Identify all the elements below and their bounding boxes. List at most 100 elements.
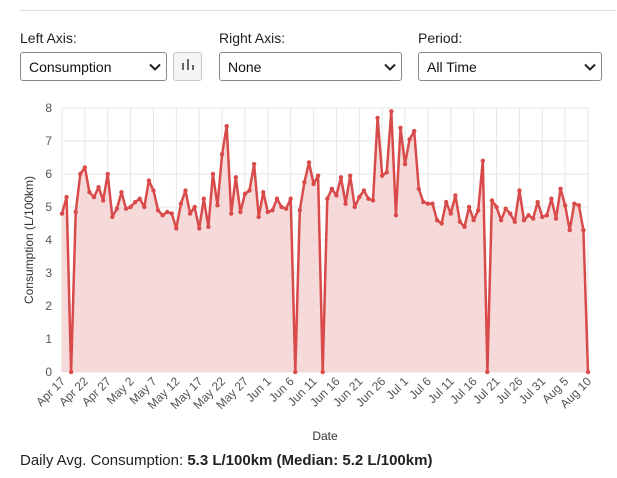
data-point [535,199,540,205]
data-point [462,224,467,229]
data-point [320,369,325,375]
data-point [530,216,536,221]
data-point [562,203,568,208]
data-point [375,115,380,121]
data-point [361,188,367,193]
data-point [110,214,115,220]
data-point [402,161,408,167]
data-point [128,204,133,210]
y-axis-ticks: 0 1 2 3 4 5 6 7 8 [45,101,52,379]
data-point [366,196,371,201]
data-point [306,160,312,165]
data-point [407,137,412,142]
data-point [178,201,184,206]
data-point [279,204,284,210]
median-open: (Median: [276,452,339,469]
data-point [302,180,307,185]
data-point [521,218,527,223]
data-point [343,201,348,206]
data-point [558,186,563,192]
data-point [347,173,353,178]
data-point [229,211,234,216]
data-point [247,188,252,193]
data-point [142,204,147,210]
data-point [297,208,303,213]
data-point [146,178,152,183]
data-point [311,181,316,187]
data-point [78,171,83,177]
right-axis-value: None [228,58,262,75]
data-point [73,209,78,215]
data-point [233,175,239,180]
data-point [444,199,449,205]
period-value: All Time [427,58,477,75]
data-point [210,171,216,177]
chart-type-button[interactable] [173,52,202,81]
data-point [325,196,330,201]
data-point [576,203,582,208]
data-point [132,199,138,205]
data-point [471,218,476,223]
data-point [352,204,357,210]
data-point [87,189,92,195]
chevron-down-icon [144,63,166,71]
data-point [439,221,444,226]
data-point [174,226,179,231]
data-point [105,171,110,177]
data-point [219,152,225,157]
data-point [187,211,193,216]
data-point [183,188,188,193]
data-point [329,186,335,192]
data-point [68,369,74,375]
data-point [137,196,142,201]
data-point [430,201,435,206]
y-tick-label: 5 [45,200,52,214]
y-tick-label: 8 [45,101,52,115]
data-point [165,209,170,215]
data-point [453,193,458,198]
data-point [338,175,344,180]
data-point [256,214,261,220]
data-point [160,213,165,218]
data-point [485,369,490,375]
period-select[interactable]: All Time [418,52,602,81]
bar-chart-icon [181,58,195,76]
data-point [498,218,504,223]
data-point [416,186,421,192]
data-point [114,206,120,211]
data-point [421,199,426,205]
data-point [206,224,211,229]
data-point [572,201,577,206]
y-tick-label: 7 [45,134,52,148]
data-point [425,201,431,206]
y-tick-label: 4 [45,233,52,247]
left-axis-select[interactable]: Consumption [20,52,167,81]
data-point [334,193,339,198]
data-point [448,211,453,216]
median-consumption-value: 5.2 L/100km [342,452,428,469]
data-point [224,123,229,129]
left-axis-label: Left Axis: [20,30,77,46]
right-axis-select[interactable]: None [219,52,402,81]
data-point [283,206,289,211]
data-point [489,198,495,203]
data-point [64,194,69,200]
consumption-area [62,111,588,373]
data-point [261,189,266,195]
left-axis-value: Consumption [29,58,112,75]
data-point [293,369,298,375]
data-point [238,209,243,215]
data-point [517,188,522,193]
data-point [59,211,65,216]
data-point [192,204,197,210]
data-point [585,369,591,375]
summary-prefix: Daily Avg. Consumption: [20,452,184,469]
x-tick-label: Jun 1 [243,374,274,405]
data-point [100,198,106,203]
data-point [265,209,271,215]
top-divider [20,10,616,11]
data-point [567,227,572,233]
data-point [553,216,559,221]
